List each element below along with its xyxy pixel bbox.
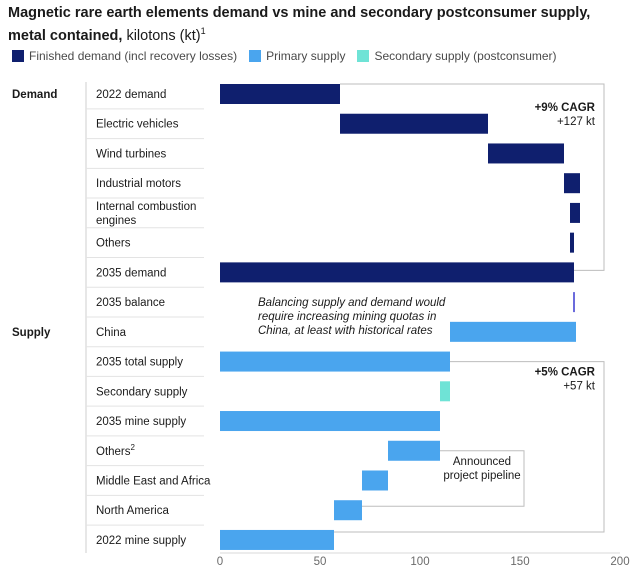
supply-delta-label: +57 kt	[563, 381, 595, 393]
bar-demand	[570, 202, 580, 223]
row-label-line2: engines	[96, 215, 137, 227]
legend-item-primary: Primary supply	[249, 49, 345, 63]
bar-secondary	[440, 381, 450, 402]
supply-bracket	[334, 361, 605, 533]
row-label: 2035 balance	[96, 297, 165, 309]
demand-cagr-label: +9% CAGR	[535, 102, 596, 114]
group-label: Supply	[12, 327, 51, 339]
row-label: Internal combustion	[96, 201, 196, 213]
row-label: Others	[96, 238, 131, 250]
row-label: 2022 mine supply	[96, 535, 186, 547]
legend-swatch-demand	[12, 50, 24, 62]
demand-bracket	[340, 83, 605, 271]
row-label: China	[96, 327, 127, 339]
bar-demand	[564, 173, 580, 194]
title-footnote: 1	[200, 26, 206, 36]
legend-swatch-primary	[249, 50, 262, 62]
bar-primary	[388, 440, 440, 461]
legend-label-primary: Primary supply	[266, 49, 346, 63]
legend-label-secondary: Secondary supply (postconsumer)	[374, 49, 557, 63]
group-label: Demand	[12, 89, 57, 101]
supply-cagr-label: +5% CAGR	[535, 367, 596, 379]
row-label: Industrial motors	[96, 178, 181, 190]
legend-item-secondary: Secondary supply (postconsumer)	[357, 49, 557, 63]
pipeline-bracket	[362, 450, 525, 507]
row-label: North America	[96, 505, 169, 517]
bar-primary	[220, 411, 440, 432]
row-label: 2022 demand	[96, 89, 166, 101]
bar-demand	[220, 262, 574, 283]
row-label: Wind turbines	[96, 148, 167, 160]
title-unit: kilotons (kt)	[122, 27, 201, 44]
row-label: 2035 mine supply	[96, 416, 186, 428]
x-tick-label: 150	[510, 556, 529, 568]
title-bold: Magnetic rare earth elements demand vs m…	[8, 5, 591, 44]
bar-primary	[362, 470, 388, 491]
row-label: Middle East and Africa	[96, 475, 211, 487]
bar-demand	[340, 113, 488, 134]
bar-demand	[220, 84, 340, 104]
x-tick-label: 100	[410, 556, 429, 568]
pipeline-label-line: Announced	[453, 456, 511, 468]
balance-note-line: China, at least with historical rates	[258, 325, 433, 337]
row-label: 2035 demand	[96, 267, 166, 279]
row-label: Secondary supply	[96, 386, 188, 398]
bar-primary	[334, 500, 362, 521]
legend-swatch-secondary	[357, 50, 370, 62]
bar-demand	[570, 232, 574, 253]
bar-demand	[488, 143, 564, 164]
x-tick-label: 200	[610, 556, 629, 568]
x-tick-label: 0	[217, 556, 223, 568]
balance-note-line: require increasing mining quotas in	[258, 311, 436, 323]
demand-delta-label: +127 kt	[557, 116, 596, 128]
pipeline-label-line: project pipeline	[443, 470, 520, 482]
balance-note-line: Balancing supply and demand would	[258, 297, 446, 309]
bar-primary	[450, 321, 576, 342]
row-label: Electric vehicles	[96, 119, 179, 131]
legend-item-demand: Finished demand (incl recovery losses)	[12, 49, 237, 63]
bar-primary	[220, 529, 334, 550]
bar-primary	[220, 351, 450, 372]
x-tick-label: 50	[314, 556, 327, 568]
chart-title: Magnetic rare earth elements demand vs m…	[8, 4, 628, 45]
bar-balance	[573, 292, 575, 313]
legend-label-demand: Finished demand (incl recovery losses)	[29, 49, 238, 63]
chart-legend: Finished demand (incl recovery losses) P…	[12, 49, 569, 63]
row-label: Others2	[96, 443, 136, 458]
row-label: 2035 total supply	[96, 357, 183, 369]
